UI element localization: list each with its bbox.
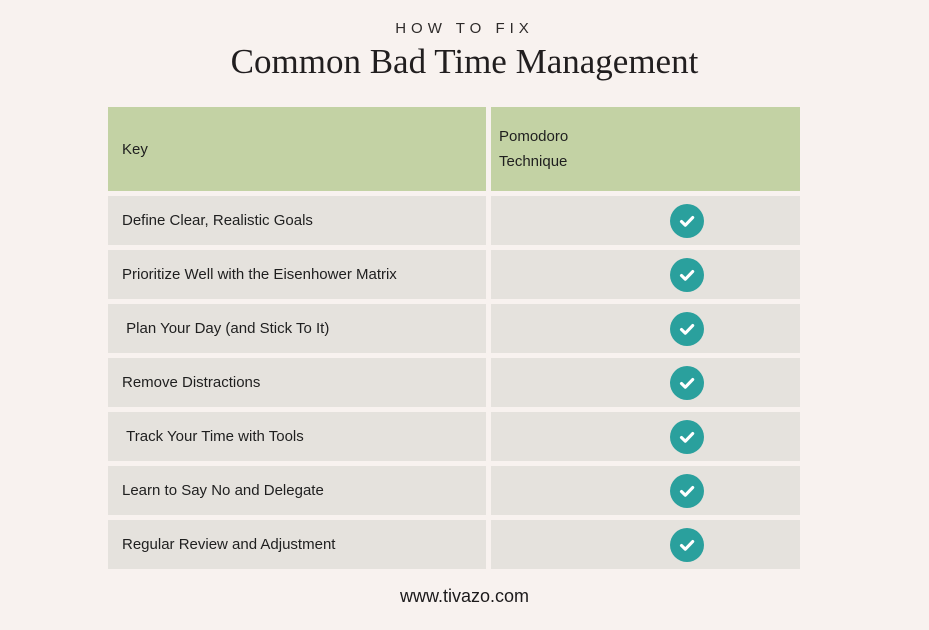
page-title: Common Bad Time Management (230, 42, 699, 81)
check-icon (670, 257, 704, 292)
column-header-key-label: Key (122, 140, 148, 158)
table-row-check (491, 466, 800, 515)
check-icon (670, 311, 704, 346)
table-row-label: Learn to Say No and Delegate (108, 466, 486, 515)
table-row-label: Track Your Time with Tools (108, 412, 486, 461)
row-label: Regular Review and Adjustment (122, 536, 336, 553)
table-row-check (491, 358, 800, 407)
row-label: Prioritize Well with the Eisenhower Matr… (122, 266, 397, 283)
table-row-check (491, 520, 800, 569)
table-row-label: Prioritize Well with the Eisenhower Matr… (108, 250, 486, 299)
kicker-title: HOW TO FIX (395, 20, 534, 37)
table-row-label: Regular Review and Adjustment (108, 520, 486, 569)
row-label: Remove Distractions (122, 374, 261, 391)
table-row-label: Plan Your Day (and Stick To It) (108, 304, 486, 353)
table-row-check (491, 304, 800, 353)
row-label: Learn to Say No and Delegate (122, 482, 324, 499)
table-row-label: Define Clear, Realistic Goals (108, 196, 486, 245)
check-icon (670, 365, 704, 400)
table-row-check (491, 250, 800, 299)
check-icon (670, 419, 704, 454)
check-icon (670, 203, 704, 238)
row-label: Plan Your Day (and Stick To It) (122, 320, 330, 337)
comparison-table: Key Pomodoro Technique Define Clear, Rea… (108, 107, 800, 569)
check-icon (670, 527, 704, 562)
check-icon (670, 473, 704, 508)
table-row-check (491, 196, 800, 245)
row-label: Track Your Time with Tools (122, 428, 304, 445)
row-label: Define Clear, Realistic Goals (122, 212, 313, 229)
table-row-check (491, 412, 800, 461)
column-header-pomodoro-technique-label: Pomodoro Technique (499, 128, 569, 170)
column-header-pomodoro-technique: Pomodoro Technique (491, 107, 800, 191)
website-url: www.tivazo.com (399, 586, 530, 606)
column-header-key: Key (108, 107, 486, 191)
table-row-label: Remove Distractions (108, 358, 486, 407)
